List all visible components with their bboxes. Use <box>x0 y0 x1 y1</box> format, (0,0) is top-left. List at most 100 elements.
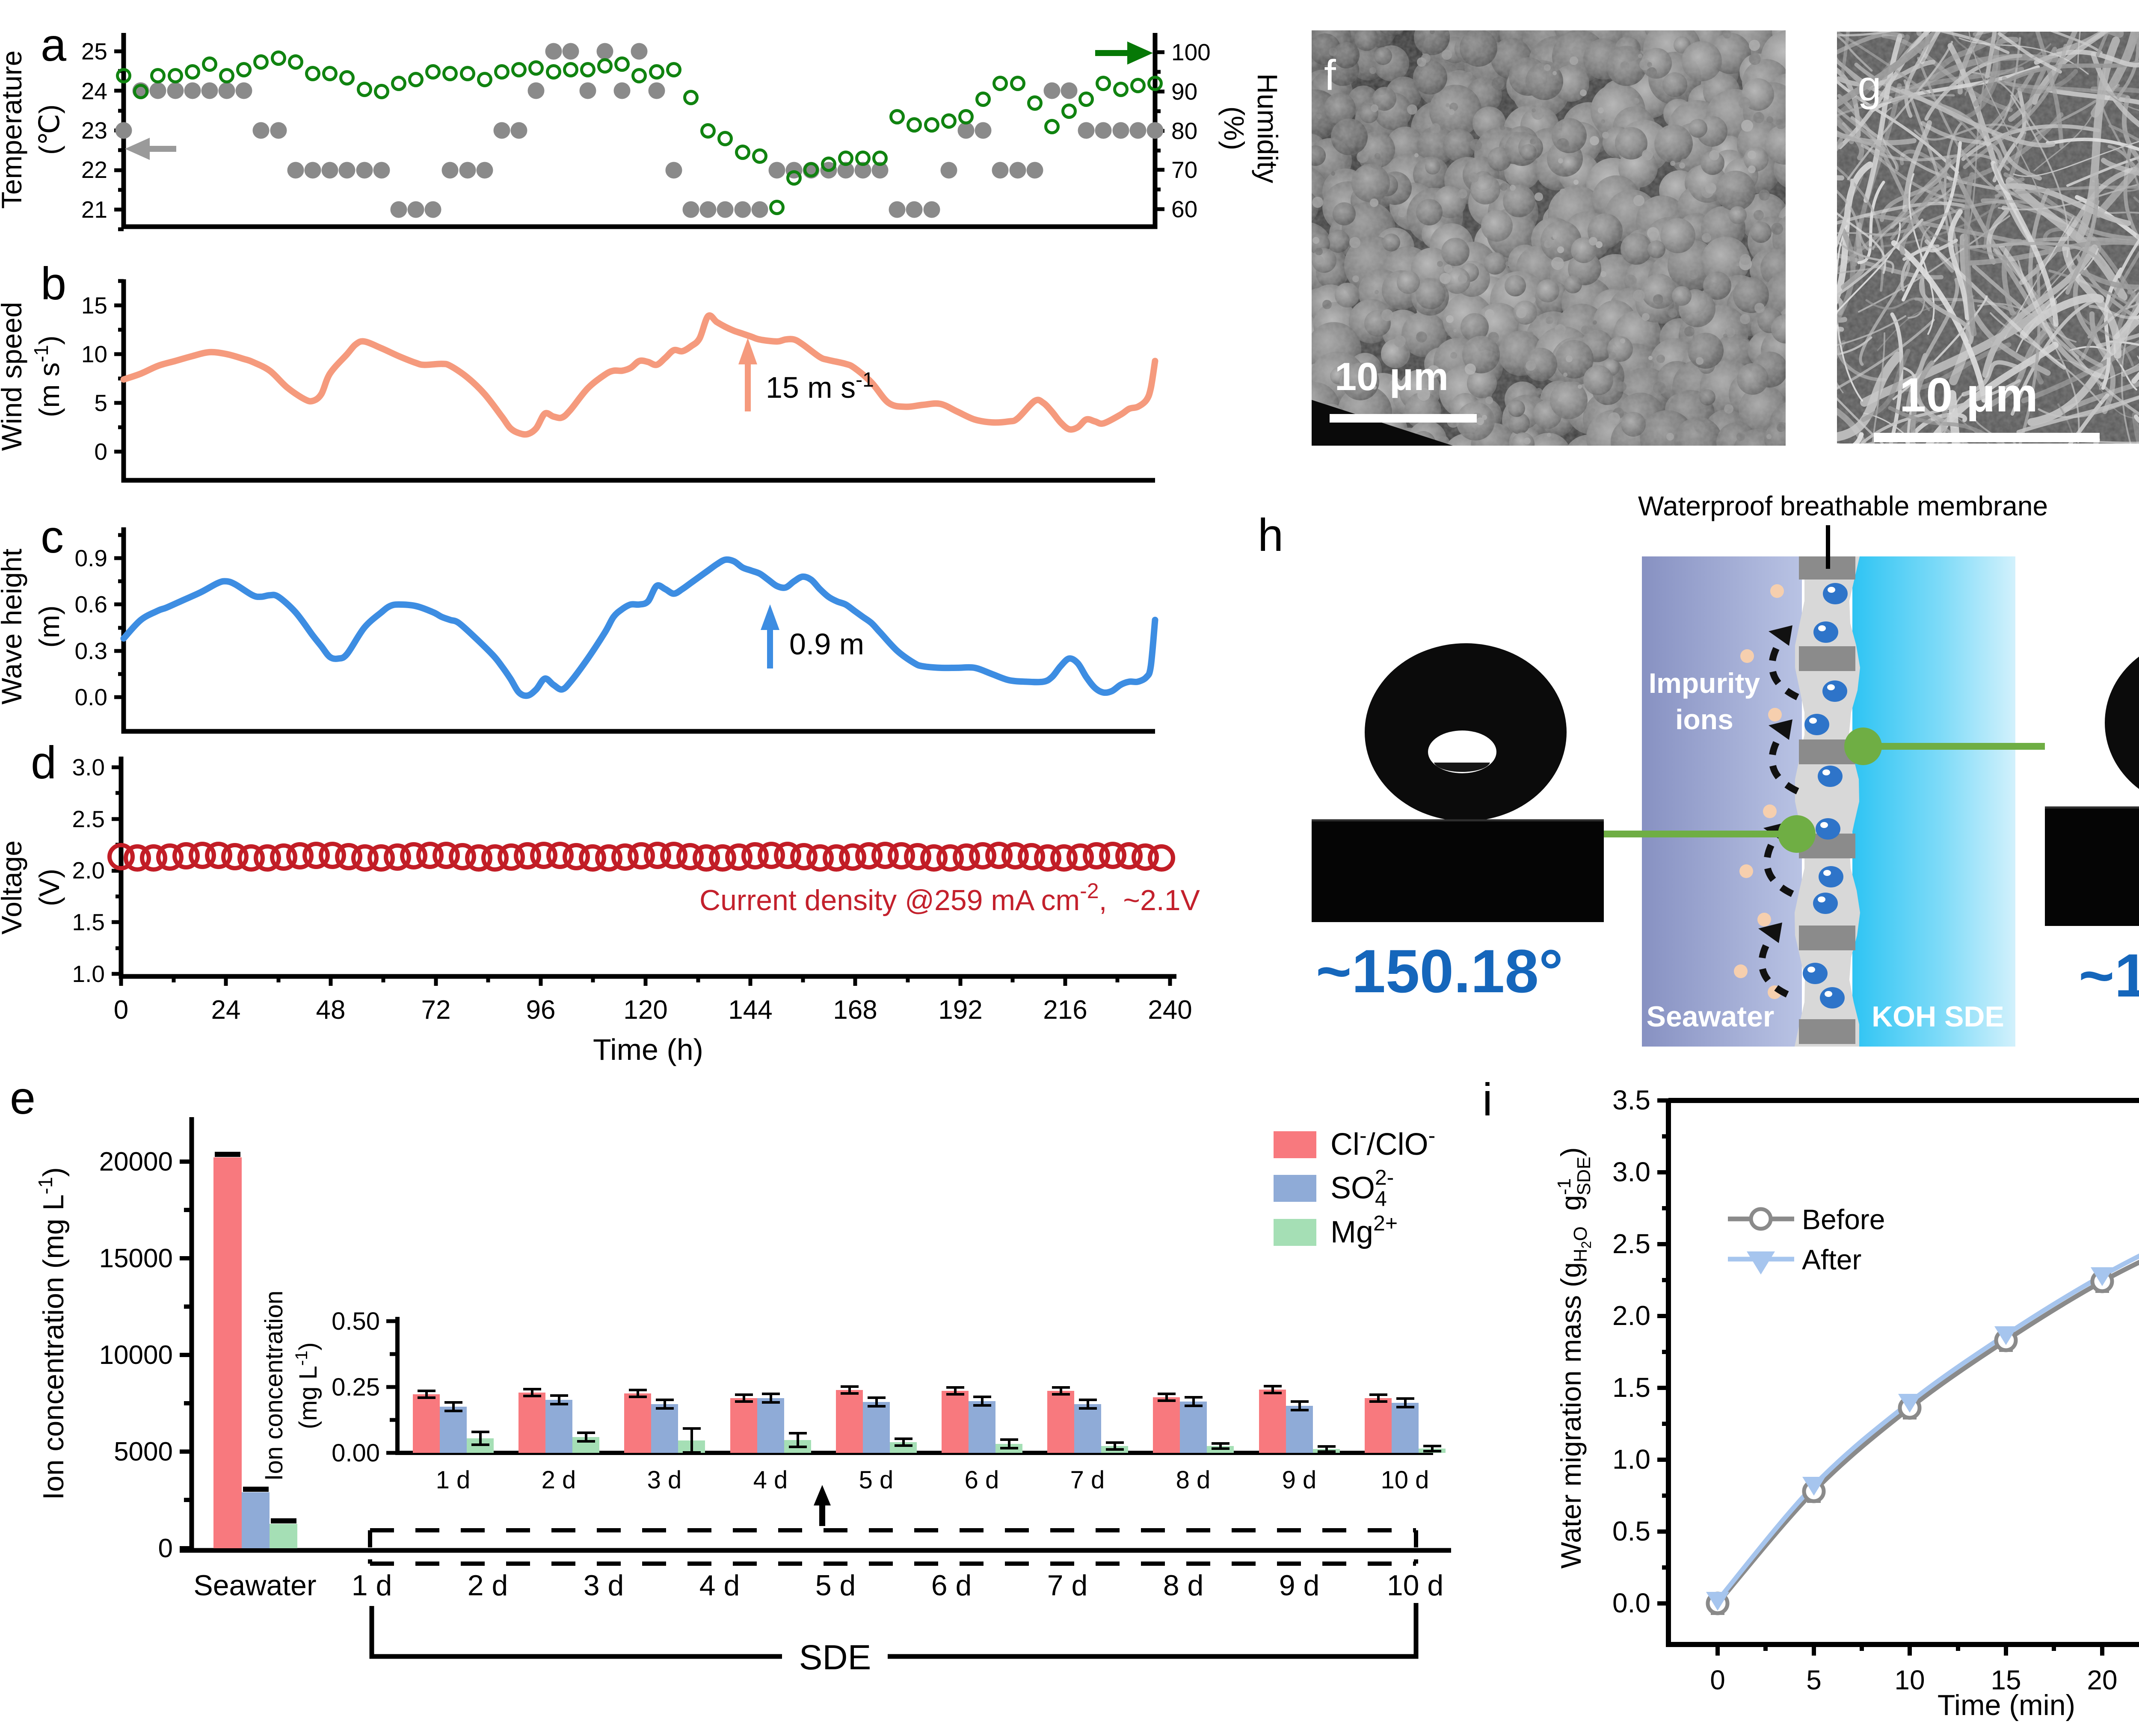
svg-text:h: h <box>1258 509 1283 561</box>
svg-text:23: 23 <box>81 117 107 144</box>
svg-text:5: 5 <box>1806 1665 1822 1695</box>
svg-text:0: 0 <box>114 995 128 1025</box>
svg-text:Cl-/ClO-: Cl-/ClO- <box>1330 1124 1435 1162</box>
svg-text:0: 0 <box>158 1534 173 1563</box>
svg-text:4 d: 4 d <box>699 1569 740 1602</box>
svg-text:d: d <box>31 736 56 788</box>
svg-text:72: 72 <box>421 995 451 1025</box>
svg-text:After: After <box>1802 1244 1861 1275</box>
svg-text:~147.05°: ~147.05° <box>2079 942 2139 1010</box>
svg-text:SO42-: SO42- <box>1330 1165 1394 1211</box>
svg-text:0.6: 0.6 <box>75 591 107 618</box>
svg-text:2.0: 2.0 <box>72 857 105 884</box>
svg-text:240: 240 <box>1148 995 1192 1025</box>
svg-text:2.0: 2.0 <box>1612 1300 1650 1331</box>
svg-text:96: 96 <box>526 995 556 1025</box>
svg-text:0.25: 0.25 <box>332 1373 380 1401</box>
svg-text:10 d: 10 d <box>1381 1466 1429 1494</box>
svg-text:Impurity: Impurity <box>1649 667 1760 699</box>
svg-text:(℃): (℃) <box>33 104 65 155</box>
svg-text:10 d: 10 d <box>1387 1569 1443 1602</box>
svg-text:5 d: 5 d <box>859 1466 894 1494</box>
svg-text:168: 168 <box>833 995 877 1025</box>
svg-text:e: e <box>10 1072 36 1124</box>
svg-text:21: 21 <box>81 196 107 223</box>
svg-text:20000: 20000 <box>99 1147 173 1177</box>
svg-text:Voltage: Voltage <box>0 840 27 935</box>
svg-text:1.0: 1.0 <box>1612 1444 1650 1475</box>
svg-text:10: 10 <box>1894 1665 1925 1695</box>
svg-text:ions: ions <box>1675 704 1733 735</box>
svg-text:KOH SDE: KOH SDE <box>1872 1000 2004 1033</box>
svg-text:80: 80 <box>1171 118 1197 144</box>
svg-text:15: 15 <box>1991 1665 2021 1695</box>
svg-text:120: 120 <box>623 995 667 1025</box>
svg-text:9 d: 9 d <box>1282 1466 1317 1494</box>
svg-text:Temperature: Temperature <box>0 50 27 209</box>
svg-text:3.5: 3.5 <box>1612 1085 1650 1115</box>
svg-text:25: 25 <box>81 38 107 65</box>
svg-text:0.0: 0.0 <box>1612 1588 1650 1618</box>
svg-text:c: c <box>41 511 64 562</box>
svg-text:0.9: 0.9 <box>75 545 107 571</box>
svg-text:3.0: 3.0 <box>1612 1156 1650 1187</box>
svg-text:0: 0 <box>94 438 107 465</box>
svg-text:22: 22 <box>81 157 107 183</box>
svg-text:Waterproof breathable membrane: Waterproof breathable membrane <box>1638 491 2048 521</box>
svg-text:2.5: 2.5 <box>72 806 105 832</box>
svg-text:15000: 15000 <box>99 1244 173 1273</box>
svg-text:Seawater: Seawater <box>1647 1000 1775 1033</box>
svg-text:Wave height: Wave height <box>0 549 27 704</box>
svg-text:70: 70 <box>1171 157 1197 183</box>
svg-text:216: 216 <box>1043 995 1087 1025</box>
svg-text:10 μm: 10 μm <box>1899 368 2038 422</box>
svg-text:b: b <box>41 257 66 309</box>
svg-text:(V): (V) <box>33 869 65 906</box>
svg-text:0: 0 <box>1710 1665 1725 1695</box>
svg-text:48: 48 <box>316 995 346 1025</box>
svg-text:1.5: 1.5 <box>72 909 105 935</box>
svg-text:10: 10 <box>81 341 107 367</box>
svg-text:(m s-1): (m s-1) <box>30 335 65 417</box>
svg-text:8 d: 8 d <box>1176 1466 1211 1494</box>
svg-text:Seawater: Seawater <box>193 1569 316 1602</box>
svg-text:3 d: 3 d <box>584 1569 624 1602</box>
svg-text:1.5: 1.5 <box>1612 1372 1650 1403</box>
svg-text:10000: 10000 <box>99 1340 173 1370</box>
svg-text:i: i <box>1482 1074 1493 1125</box>
svg-text:(%): (%) <box>1218 106 1250 151</box>
svg-text:1 d: 1 d <box>436 1466 471 1494</box>
svg-text:~150.18°: ~150.18° <box>1316 937 1563 1006</box>
svg-text:6 d: 6 d <box>931 1569 972 1602</box>
svg-text:192: 192 <box>938 995 982 1025</box>
svg-text:90: 90 <box>1171 78 1197 105</box>
svg-text:24: 24 <box>211 995 241 1025</box>
svg-text:f: f <box>1324 51 1336 99</box>
svg-text:3.0: 3.0 <box>72 754 105 781</box>
svg-text:5000: 5000 <box>114 1437 173 1467</box>
svg-text:Ion concentration: Ion concentration <box>260 1291 288 1481</box>
svg-text:24: 24 <box>81 78 107 104</box>
svg-text:2 d: 2 d <box>468 1569 508 1602</box>
svg-text:0.00: 0.00 <box>332 1439 380 1467</box>
svg-text:Ion concentration (mg L-1): Ion concentration (mg L-1) <box>34 1167 70 1500</box>
svg-text:8 d: 8 d <box>1163 1569 1204 1602</box>
svg-text:3 d: 3 d <box>647 1466 682 1494</box>
svg-text:9 d: 9 d <box>1279 1569 1320 1602</box>
svg-text:10 μm: 10 μm <box>1335 355 1449 399</box>
svg-text:1.0: 1.0 <box>72 961 105 987</box>
svg-text:7 d: 7 d <box>1070 1466 1105 1494</box>
svg-text:2 d: 2 d <box>542 1466 576 1494</box>
svg-text:144: 144 <box>728 995 772 1025</box>
svg-text:0.3: 0.3 <box>75 638 107 664</box>
svg-text:1 d: 1 d <box>352 1569 392 1602</box>
svg-text:7 d: 7 d <box>1047 1569 1088 1602</box>
svg-text:60: 60 <box>1171 196 1197 222</box>
svg-text:20: 20 <box>2087 1665 2117 1695</box>
svg-text:a: a <box>41 19 67 71</box>
svg-text:Time (h): Time (h) <box>593 1033 703 1066</box>
svg-text:0.0: 0.0 <box>75 684 107 710</box>
svg-text:0.50: 0.50 <box>332 1307 380 1335</box>
svg-text:Current density @259 mA cm-2,: Current density @259 mA cm-2, ~2.1V <box>699 879 1200 917</box>
svg-text:15: 15 <box>81 292 107 319</box>
